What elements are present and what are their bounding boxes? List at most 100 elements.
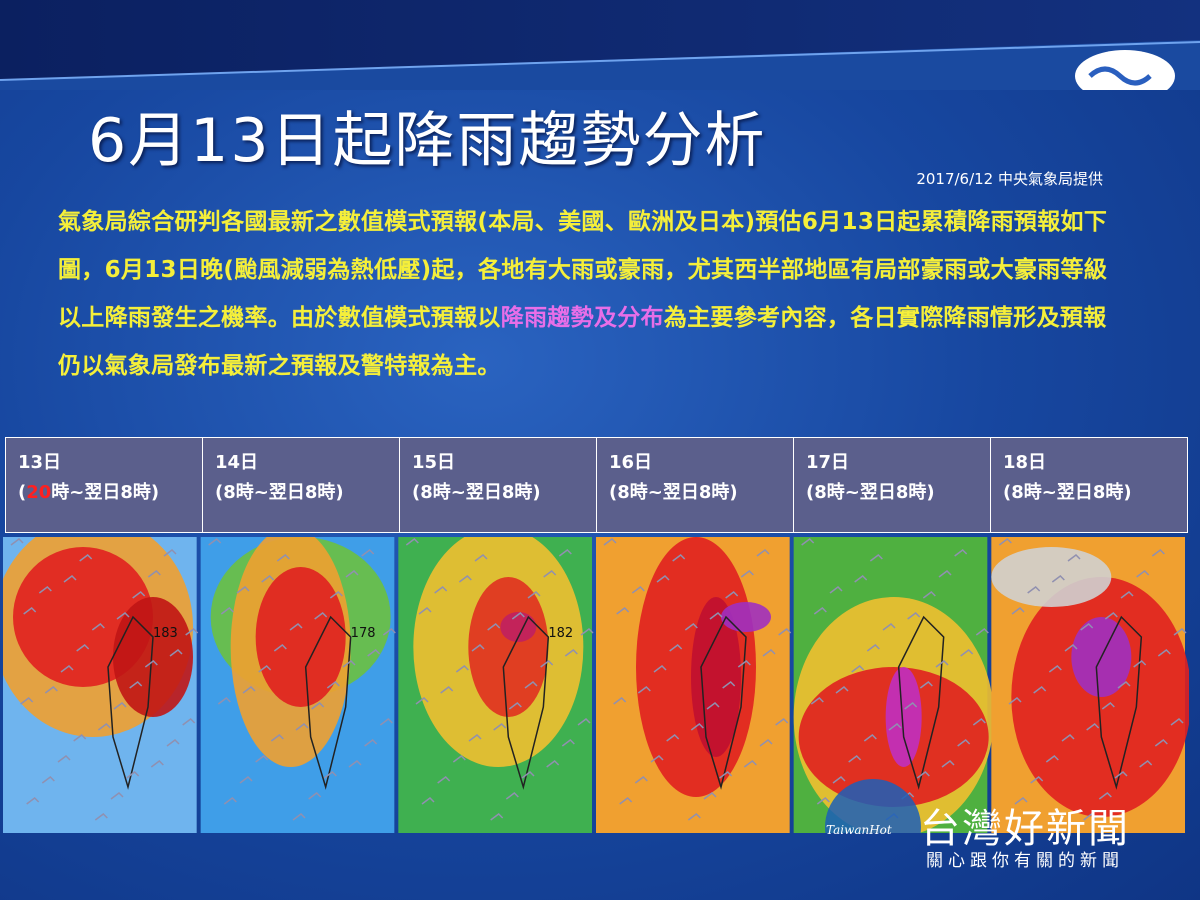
- wind-barb: [308, 792, 322, 800]
- wind-barb: [613, 697, 627, 705]
- wind-barb: [295, 723, 309, 731]
- wind-barb: [619, 797, 633, 805]
- wind-barb: [421, 797, 435, 805]
- wind-barb: [1045, 755, 1059, 763]
- wind-barb: [490, 813, 504, 821]
- wind-barb: [220, 607, 234, 615]
- wind-barb: [73, 734, 87, 742]
- wind-barb: [1048, 665, 1062, 673]
- wind-barb: [217, 697, 231, 705]
- wind-barb: [907, 612, 921, 620]
- panel-header: 13日 (20時~翌日8時): [6, 438, 203, 532]
- panel-period: (8時~翌日8時): [806, 478, 978, 508]
- wind-barb: [57, 755, 71, 763]
- wind-barb: [255, 755, 269, 763]
- island-outline: [1095, 615, 1143, 790]
- text: 氣象局綜合研判各國最新之數值模式預報(本局、美國、歐洲及日本)預估6月13日起累…: [58, 209, 1108, 331]
- wind-barb: [63, 575, 77, 583]
- wind-barb: [1014, 797, 1028, 805]
- wind-barb: [38, 586, 52, 594]
- wind-barb: [1061, 734, 1075, 742]
- rainfall-map: [991, 537, 1189, 833]
- panel-header: 16日 (8時~翌日8時): [597, 438, 794, 532]
- wind-barb: [1067, 554, 1081, 562]
- panel-day: 14日: [215, 452, 259, 473]
- wind-barb: [778, 628, 792, 636]
- map-label: 182: [548, 626, 573, 641]
- wind-barb: [1030, 776, 1044, 784]
- wind-barb: [292, 813, 306, 821]
- wind-barb: [79, 554, 93, 562]
- rain-area: [991, 547, 1112, 607]
- wind-barb: [1033, 686, 1047, 694]
- panel-period: (20時~翌日8時): [18, 478, 190, 508]
- rain-area: [113, 597, 193, 717]
- panel-period: (8時~翌日8時): [215, 478, 387, 508]
- island-outline: [107, 615, 154, 790]
- highlight-text: 降雨趨勢及分布: [500, 305, 664, 331]
- wind-barb: [709, 612, 723, 620]
- wind-barb: [452, 755, 466, 763]
- wind-barb: [904, 702, 918, 710]
- wind-barb: [616, 607, 630, 615]
- wind-barb: [703, 792, 717, 800]
- wind-barb: [405, 538, 419, 546]
- wind-barb: [650, 755, 664, 763]
- wind-barb: [684, 623, 698, 631]
- panel-header: 15日 (8時~翌日8時): [400, 438, 597, 532]
- wind-barb: [185, 628, 199, 636]
- wind-barb: [440, 686, 454, 694]
- wind-barb: [97, 723, 111, 731]
- wind-barb: [1064, 644, 1078, 652]
- wind-barb: [166, 739, 180, 747]
- wind-barb: [144, 660, 158, 668]
- wind-barb: [719, 771, 733, 779]
- wind-barb: [1101, 702, 1115, 710]
- wind-barb: [848, 755, 862, 763]
- rain-area: [691, 597, 741, 757]
- wind-barb: [669, 644, 683, 652]
- wind-barb: [326, 681, 340, 689]
- wind-barb: [1114, 771, 1128, 779]
- wind-barb: [835, 686, 849, 694]
- wind-barb: [756, 549, 770, 557]
- wind-barb: [1157, 649, 1171, 657]
- rainfall-map: 182: [398, 537, 594, 833]
- wind-barb: [415, 697, 429, 705]
- wind-barb: [44, 686, 58, 694]
- period-text: (8時~翌日8時): [806, 482, 935, 503]
- wind-barb: [505, 792, 519, 800]
- wind-barb: [960, 649, 974, 657]
- wind-barb: [147, 570, 161, 578]
- wind-barb: [816, 797, 830, 805]
- wind-barb: [1170, 718, 1184, 726]
- wind-barb: [270, 734, 284, 742]
- wind-barb: [577, 718, 591, 726]
- wind-barb: [722, 681, 736, 689]
- wind-barb: [524, 681, 538, 689]
- wind-barb: [437, 776, 451, 784]
- wind-barb: [116, 612, 130, 620]
- rainfall-map: 178: [200, 537, 396, 833]
- wind-barb: [1051, 575, 1065, 583]
- wind-barb: [916, 771, 930, 779]
- wind-barb: [580, 628, 594, 636]
- panel-header: 18日 (8時~翌日8時): [991, 438, 1187, 532]
- wind-barb: [737, 660, 751, 668]
- panel-period: (8時~翌日8時): [609, 478, 781, 508]
- wind-barb: [1011, 607, 1025, 615]
- watermark-slogan: 關心跟你有關的新聞: [926, 851, 1124, 871]
- wind-barb: [743, 760, 757, 768]
- wind-barb: [656, 575, 670, 583]
- panel-day: 18日: [1003, 452, 1047, 473]
- period-text: 20: [26, 482, 52, 503]
- rain-area: [885, 667, 922, 767]
- wind-barb: [637, 686, 651, 694]
- wind-barb: [242, 686, 256, 694]
- wind-barb: [957, 739, 971, 747]
- wind-barb: [998, 538, 1012, 546]
- period-text: (8時~翌日8時): [609, 482, 738, 503]
- wind-barb: [1083, 813, 1097, 821]
- panel-header: 17日 (8時~翌日8時): [794, 438, 991, 532]
- wind-barb: [236, 586, 250, 594]
